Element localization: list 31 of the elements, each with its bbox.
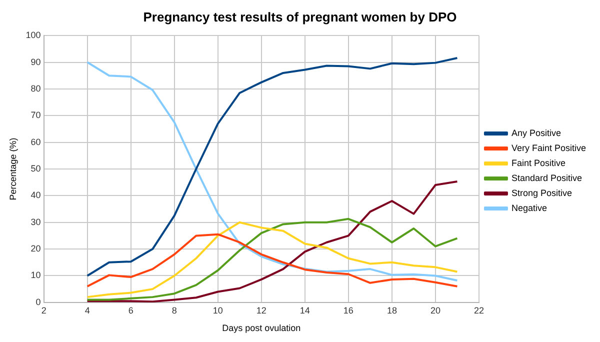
y-tick-label: 50	[30, 163, 41, 174]
y-tick-label: 40	[30, 190, 41, 200]
y-tick-label: 90	[30, 56, 41, 67]
y-tick-label: 60	[30, 136, 41, 147]
y-tick-label: 30	[30, 216, 41, 227]
legend-label: Any Positive	[511, 128, 561, 138]
y-tick-label: 20	[30, 244, 41, 254]
x-tick-label: 18	[386, 305, 397, 316]
x-tick-label: 6	[128, 305, 134, 316]
y-tick-label: 0	[36, 296, 41, 307]
legend-label: Very Faint Positive	[511, 142, 586, 153]
x-tick-label: 14	[300, 305, 310, 316]
y-tick-label: 10	[30, 270, 41, 280]
x-tick-label: 12	[256, 305, 266, 316]
legend-label: Strong Positive	[511, 188, 572, 198]
legend-label: Standard Positive	[511, 172, 582, 183]
y-tick-label: 70	[30, 110, 41, 120]
legend-label: Faint Positive	[511, 158, 566, 168]
y-tick-label: 100	[26, 30, 41, 40]
x-axis-title: Days post ovulation	[222, 323, 301, 334]
x-tick-label: 4	[84, 305, 90, 316]
legend-label: Negative	[511, 202, 547, 213]
y-tick-label: 80	[30, 83, 41, 94]
chart-title: Pregnancy test results of pregnant women by DPO	[143, 9, 457, 24]
x-tick-label: 2	[41, 305, 46, 316]
x-tick-label: 8	[172, 305, 177, 316]
y-axis-title: Percentage (%)	[8, 138, 18, 200]
x-tick-label: 22	[474, 305, 484, 316]
x-tick-label: 10	[212, 305, 223, 316]
x-tick-label: 20	[430, 305, 440, 316]
x-tick-label: 16	[343, 305, 354, 316]
